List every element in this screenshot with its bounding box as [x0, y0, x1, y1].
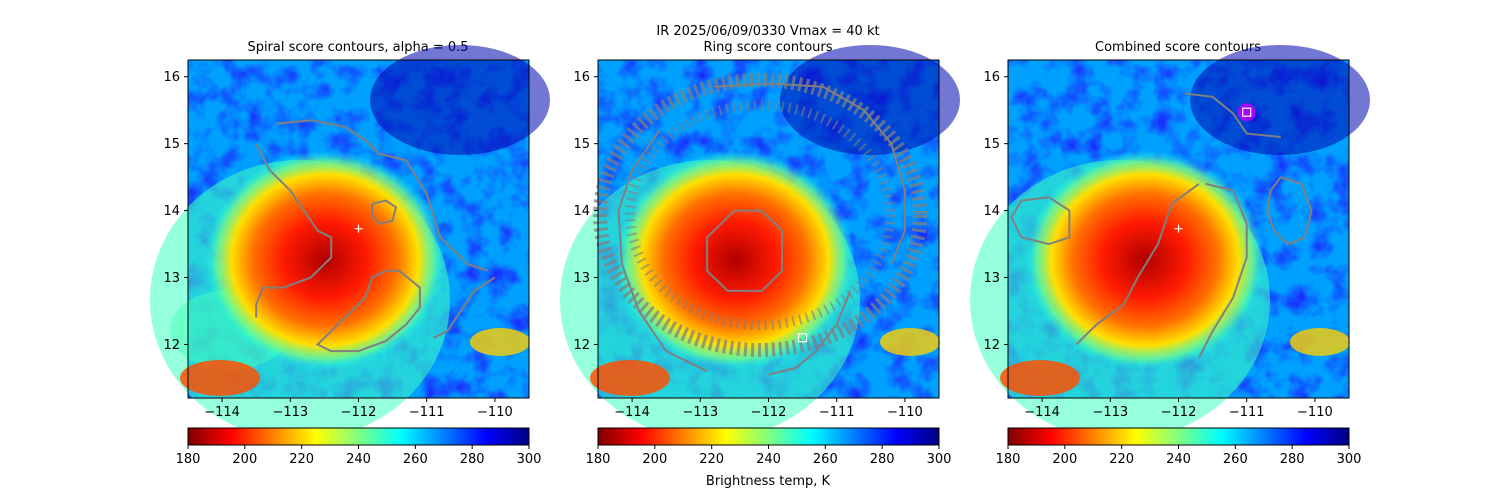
figure-suptitle: IR 2025/06/09/0330 Vmax = 40 kt: [656, 24, 879, 39]
colorbar-tick-label: 260: [1223, 452, 1248, 467]
x-tick-label: −111: [409, 405, 445, 420]
y-axis: 12 13 14 15 16: [983, 70, 1008, 353]
contour-line: [371, 199, 398, 226]
contour-line: [1198, 182, 1248, 359]
colorbar-tick-label: 280: [460, 452, 485, 467]
y-tick-label: 16: [983, 70, 1000, 85]
contour-line: [1185, 92, 1281, 138]
colorbar-tick-label: 180: [996, 452, 1021, 467]
colorbar-tick-label: 240: [1166, 452, 1191, 467]
x-tick-label: −112: [341, 405, 377, 420]
colorbar-tick-label: 240: [756, 452, 781, 467]
y-tick-label: 13: [573, 271, 590, 286]
x-axis: −114 −113 −112 −111 −110: [614, 398, 923, 420]
contour-line: [617, 129, 708, 373]
x-tick-label: −113: [682, 405, 718, 420]
x-tick-label: −112: [751, 405, 787, 420]
contour-line: [1075, 182, 1200, 346]
y-tick-label: 14: [573, 204, 590, 219]
x-tick-label: −114: [1024, 405, 1060, 420]
satellite-image: [150, 45, 550, 440]
x-tick-label: −111: [819, 405, 855, 420]
colorbar-label: Brightness temp, K: [706, 474, 831, 489]
x-tick-label: −113: [272, 405, 308, 420]
contour-line: [255, 143, 333, 318]
contour-line: [433, 276, 496, 339]
center-marker-symbol: [354, 224, 363, 233]
panel-ring: Ring score contours −114 −113 −112 −111 −110…: [560, 40, 960, 489]
x-tick-label: −112: [1161, 405, 1197, 420]
y-tick-label: 12: [573, 338, 590, 353]
max-score-highlight: [1237, 103, 1256, 122]
colorbar: 180 200 220 240 260 280 300: [996, 427, 1362, 467]
colorbar-tick-label: 300: [517, 452, 542, 467]
panel-combined: Combined score contours −114 −113 −112 −111…: [970, 40, 1370, 467]
y-tick-label: 16: [573, 70, 590, 85]
y-tick-label: 16: [163, 70, 180, 85]
x-tick-label: −110: [1297, 405, 1333, 420]
colorbar-tick-label: 220: [1109, 452, 1134, 467]
colorbar-tick-label: 300: [1337, 452, 1362, 467]
y-tick-label: 13: [983, 271, 1000, 286]
contours: [255, 119, 496, 353]
colorbar-tick-label: 280: [1280, 452, 1305, 467]
x-tick-label: −111: [1229, 405, 1265, 420]
colorbar-tick-label: 200: [642, 452, 667, 467]
panel-title: Spiral score contours, alpha = 0.5: [247, 40, 468, 55]
panel-title: Combined score contours: [1095, 40, 1261, 55]
colorbar: 180 200 220 240 260 280 300: [176, 427, 542, 467]
colorbar-tick-label: 240: [346, 452, 371, 467]
y-tick-label: 15: [163, 137, 180, 152]
colorbar-tick-label: 300: [927, 452, 952, 467]
colorbar-tick-label: 220: [699, 452, 724, 467]
panel-title: Ring score contours: [703, 40, 832, 55]
contour-line: [315, 269, 421, 353]
max-score-marker: [1242, 107, 1252, 117]
contours: [1010, 92, 1313, 359]
colorbar-tick-label: 260: [403, 452, 428, 467]
colorbar-tick-label: 220: [289, 452, 314, 467]
colorbar: 180 200 220 240 260 280 300: [586, 427, 952, 467]
center-marker-symbol: [1174, 224, 1183, 233]
x-tick-label: −114: [614, 405, 650, 420]
colorbar-tick-label: 180: [586, 452, 611, 467]
colorbar-tick-label: 280: [870, 452, 895, 467]
satellite-image: [560, 45, 960, 440]
y-axis: 12 13 14 15 16: [573, 70, 598, 353]
x-axis: −114 −113 −112 −111 −110: [1024, 398, 1333, 420]
center-marker: [797, 333, 808, 343]
colorbar-tick-label: 180: [176, 452, 201, 467]
x-tick-label: −110: [887, 405, 923, 420]
contour-line: [1010, 196, 1071, 246]
center-marker: [354, 224, 363, 233]
colorbar-tick-label: 260: [813, 452, 838, 467]
y-tick-label: 14: [983, 204, 1000, 219]
y-tick-label: 15: [983, 137, 1000, 152]
colorbar-tick-label: 200: [232, 452, 257, 467]
x-axis: −114 −113 −112 −111 −110: [204, 398, 513, 420]
colorbar-tick-label: 200: [1052, 452, 1077, 467]
center-marker: [1174, 103, 1256, 233]
contour-line: [706, 209, 784, 292]
contour-line: [768, 290, 852, 376]
x-tick-label: −114: [204, 405, 240, 420]
contour-line: [1266, 176, 1313, 246]
contour-line: [276, 119, 489, 272]
x-tick-label: −113: [1092, 405, 1128, 420]
contour-line: [713, 82, 906, 265]
y-tick-label: 12: [983, 338, 1000, 353]
y-tick-label: 13: [163, 271, 180, 286]
y-axis: 12 13 14 15 16: [163, 70, 188, 353]
y-tick-label: 15: [573, 137, 590, 152]
y-tick-label: 14: [163, 204, 180, 219]
satellite-image: [970, 45, 1370, 440]
center-marker-symbol: [797, 333, 808, 343]
x-tick-label: −110: [477, 405, 513, 420]
y-tick-label: 12: [163, 338, 180, 353]
panel-spiral: Spiral score contours, alpha = 0.5 −114−…: [150, 40, 550, 467]
contours: [617, 82, 906, 376]
